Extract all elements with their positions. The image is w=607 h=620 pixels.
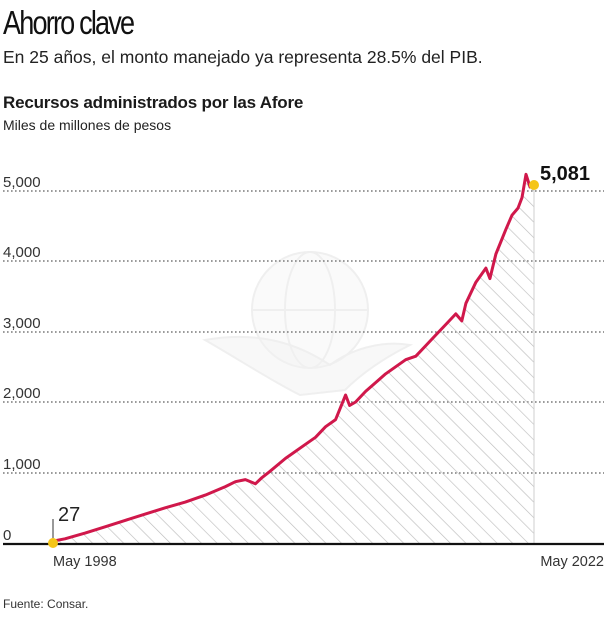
data-line (52, 172, 535, 543)
chart-title: Recursos administrados por las Afore (3, 93, 304, 112)
y-tick-label: 2,000 (3, 385, 41, 402)
start-value-label: 27 (58, 504, 80, 526)
page-title: Ahorro clave (3, 4, 135, 41)
y-tick-label: 5,000 (3, 174, 41, 191)
area-fill (53, 174, 534, 544)
y-axis-labels: 5,000 4,000 3,000 2,000 1,000 0 (3, 174, 41, 544)
y-tick-label: 0 (3, 527, 11, 544)
end-marker (529, 180, 539, 190)
y-tick-label: 3,000 (3, 315, 41, 332)
y-tick-label: 4,000 (3, 244, 41, 261)
end-value-label: 5,081 (540, 163, 590, 185)
source-note: Fuente: Consar. (3, 597, 89, 611)
page-subtitle: En 25 años, el monto manejado ya represe… (3, 47, 483, 67)
start-marker (48, 538, 58, 548)
chart-unit-label: Miles de millones de pesos (3, 117, 172, 133)
x-tick-label-end: May 2022 (540, 554, 604, 570)
y-tick-label: 1,000 (3, 456, 41, 473)
watermark-eagle-globe-icon (202, 251, 414, 397)
x-tick-label-start: May 1998 (53, 554, 117, 570)
